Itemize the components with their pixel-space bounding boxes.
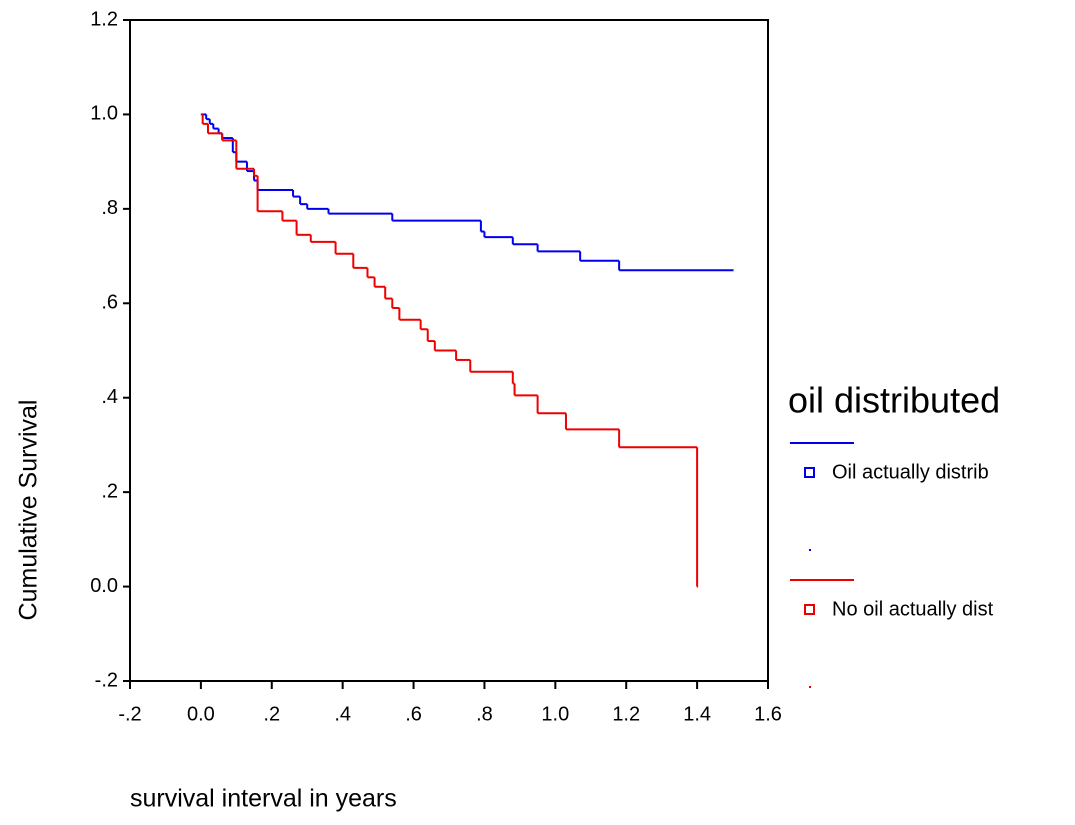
legend-title: oil distributed bbox=[788, 380, 1000, 421]
legend-label: Oil actually distrib bbox=[832, 461, 989, 483]
y-tick-label: -.2 bbox=[95, 669, 118, 691]
x-tick-label: .4 bbox=[334, 703, 351, 725]
x-tick-label: 1.4 bbox=[683, 703, 711, 725]
y-tick-label: .6 bbox=[101, 292, 118, 314]
y-axis-label: Cumulative Survival bbox=[15, 400, 43, 621]
x-tick-label: .6 bbox=[405, 703, 422, 725]
x-tick-label: 1.6 bbox=[754, 703, 782, 725]
plot-frame bbox=[129, 19, 769, 682]
x-axis-label: survival interval in years bbox=[130, 785, 397, 813]
legend-marker bbox=[804, 604, 815, 615]
y-tick-label: .2 bbox=[101, 480, 118, 502]
y-tick-label: 0.0 bbox=[90, 575, 118, 597]
legend-marker bbox=[804, 467, 815, 478]
legend-dot bbox=[809, 549, 811, 551]
x-tick-label: -.2 bbox=[118, 703, 141, 725]
x-tick-label: .8 bbox=[476, 703, 493, 725]
y-tick-label: 1.2 bbox=[90, 8, 118, 30]
x-tick-label: 1.0 bbox=[541, 703, 569, 725]
y-tick-label: 1.0 bbox=[90, 103, 118, 125]
x-tick-label: .2 bbox=[263, 703, 280, 725]
x-tick-label: 1.2 bbox=[612, 703, 640, 725]
x-tick-label: 0.0 bbox=[187, 703, 215, 725]
legend-dot bbox=[809, 686, 811, 688]
y-tick-label: .4 bbox=[101, 386, 118, 408]
legend-label: No oil actually dist bbox=[832, 598, 994, 620]
y-tick-label: .8 bbox=[101, 197, 118, 219]
